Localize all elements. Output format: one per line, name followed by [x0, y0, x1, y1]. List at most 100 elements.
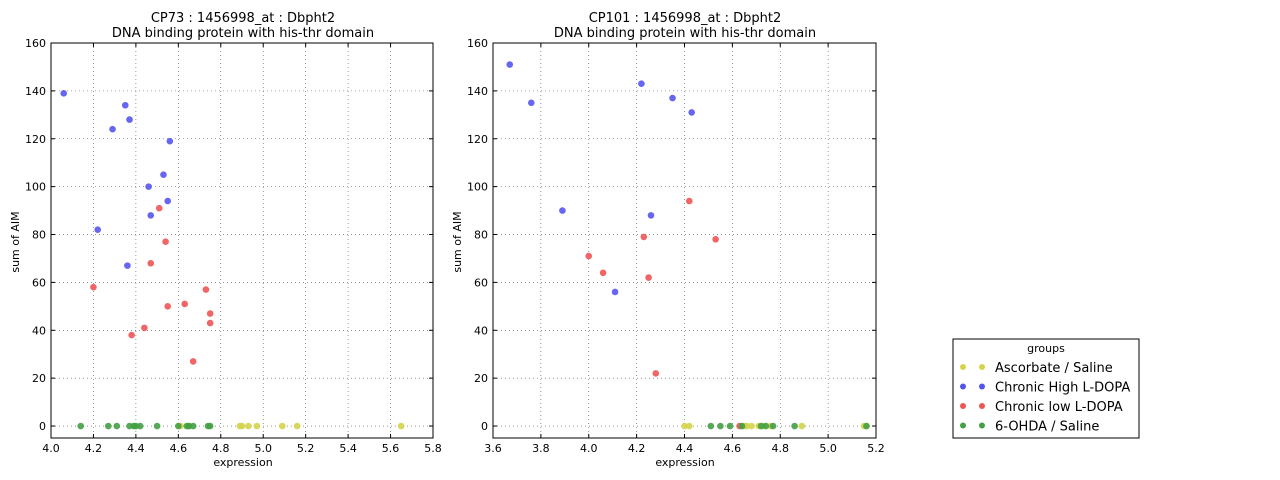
legend-marker [960, 403, 966, 409]
chart-panel-cp101: CP101 : 1456998_at : Dbpht2 DNA binding … [451, 11, 885, 469]
x-tick-label: 5.0 [254, 442, 272, 455]
y-tick-label: 120 [467, 133, 488, 146]
data-point-chronic-high-l-dopa [126, 116, 133, 123]
data-point-chronic-high-l-dopa [124, 262, 131, 269]
data-point-chronic-high-l-dopa [611, 288, 619, 296]
data-point-ascorbate-saline [681, 422, 688, 430]
data-point-chronic-high-l-dopa [559, 207, 566, 214]
data-point-6-ohda-saline [757, 422, 765, 430]
data-point-6-ohda-saline [189, 422, 197, 430]
data-point-6-ohda-saline [738, 422, 746, 430]
legend-entry-chronic-low-l-dopa: Chronic low L-DOPA [995, 400, 1123, 415]
data-point-6-ohda-saline [762, 422, 770, 430]
data-point-chronic-high-l-dopa [528, 99, 535, 107]
y-tick-label: 40 [474, 324, 488, 337]
legend-marker [979, 403, 985, 409]
data-point-chronic-low-l-dopa [141, 324, 148, 332]
data-point-6-ohda-saline [113, 422, 121, 430]
data-point-ascorbate-saline [743, 422, 751, 430]
data-point-ascorbate-saline [397, 422, 405, 430]
data-point-6-ohda-saline [206, 422, 214, 430]
y-tick-label: 20 [32, 372, 46, 385]
legend-marker [960, 364, 966, 370]
y-tick-label: 60 [32, 276, 46, 289]
y-tick-label: 160 [467, 37, 488, 50]
chart-subtitle: DNA binding protein with his-thr domain [554, 26, 816, 41]
data-point-ascorbate-saline [685, 422, 693, 430]
x-tick-label: 5.2 [867, 442, 885, 455]
data-point-6-ohda-saline [77, 422, 85, 430]
data-point-chronic-high-l-dopa [109, 125, 116, 133]
data-point-chronic-high-l-dopa [121, 101, 129, 109]
data-point-ascorbate-saline [279, 422, 286, 430]
x-tick-label: 4.8 [772, 442, 790, 455]
data-point-6-ohda-saline [726, 422, 734, 430]
data-point-6-ohda-saline [153, 422, 161, 430]
legend-marker [960, 383, 966, 390]
data-point-chronic-high-l-dopa [688, 109, 695, 116]
legend-entry-chronic-high-l-dopa: Chronic High L-DOPA [995, 381, 1130, 396]
data-point-ascorbate-saline [238, 422, 246, 430]
data-point-6-ohda-saline [863, 422, 870, 430]
y-tick-label: 40 [32, 324, 46, 337]
data-point-chronic-low-l-dopa [685, 197, 693, 205]
y-tick-label: 20 [474, 372, 488, 385]
data-point-6-ohda-saline [707, 422, 715, 430]
data-point-chronic-low-l-dopa [155, 204, 163, 212]
data-point-chronic-high-l-dopa [506, 61, 514, 68]
data-point-chronic-low-l-dopa [90, 283, 97, 291]
x-tick-label: 5.2 [297, 442, 315, 455]
y-tick-label: 140 [467, 85, 488, 98]
x-tick-label: 4.8 [212, 442, 230, 455]
data-point-chronic-high-l-dopa [638, 80, 645, 87]
data-point-ascorbate-saline [798, 422, 806, 430]
y-axis-label: sum of AIM [451, 211, 464, 272]
x-tick-label: 5.4 [339, 442, 357, 455]
y-tick-label: 80 [474, 229, 488, 242]
y-axis-label: sum of AIM [9, 211, 22, 272]
data-point-chronic-low-l-dopa [147, 259, 155, 267]
data-point-chronic-high-l-dopa [647, 212, 655, 219]
data-point-chronic-low-l-dopa [206, 310, 214, 317]
data-point-chronic-low-l-dopa [712, 236, 719, 243]
x-tick-label: 3.8 [532, 442, 550, 455]
x-tick-label: 4.0 [580, 442, 598, 455]
x-tick-label: 4.4 [676, 442, 694, 455]
legend-marker [960, 422, 966, 429]
x-tick-label: 4.2 [85, 442, 103, 455]
y-tick-label: 80 [32, 229, 46, 242]
data-point-chronic-low-l-dopa [189, 358, 197, 365]
data-point-chronic-high-l-dopa [94, 226, 101, 234]
x-tick-label: 3.6 [484, 442, 502, 455]
data-point-ascorbate-saline [293, 422, 301, 430]
legend-marker [979, 383, 985, 390]
data-point-chronic-low-l-dopa [206, 319, 214, 327]
chart-panel-cp73: CP73 : 1456998_at : Dbpht2 DNA binding p… [9, 11, 442, 469]
data-point-6-ohda-saline [717, 422, 724, 430]
data-point-chronic-high-l-dopa [147, 212, 155, 219]
y-tick-label: 100 [25, 181, 46, 194]
y-tick-label: 100 [467, 181, 488, 194]
data-point-chronic-low-l-dopa [652, 370, 660, 377]
data-point-6-ohda-saline [769, 422, 777, 430]
data-point-chronic-high-l-dopa [60, 89, 68, 97]
x-axis-label: expression [213, 456, 272, 469]
x-tick-label: 4.2 [628, 442, 646, 455]
x-tick-label: 5.6 [382, 442, 400, 455]
y-tick-label: 120 [25, 133, 46, 146]
y-tick-label: 60 [474, 276, 488, 289]
data-point-ascorbate-saline [748, 422, 755, 430]
data-point-chronic-low-l-dopa [645, 274, 652, 281]
data-point-6-ohda-saline [105, 422, 112, 430]
data-point-6-ohda-saline [175, 422, 182, 430]
plot-frame [492, 42, 877, 439]
data-point-chronic-low-l-dopa [162, 238, 169, 245]
y-tick-label: 160 [25, 37, 46, 50]
data-point-chronic-high-l-dopa [145, 183, 152, 190]
legend-marker [979, 364, 985, 370]
x-tick-label: 4.4 [127, 442, 145, 455]
data-point-6-ohda-saline [136, 422, 144, 430]
x-tick-label: 5.0 [819, 442, 837, 455]
chart-title: CP73 : 1456998_at : Dbpht2 [151, 11, 335, 26]
x-axis-label: expression [655, 456, 714, 469]
